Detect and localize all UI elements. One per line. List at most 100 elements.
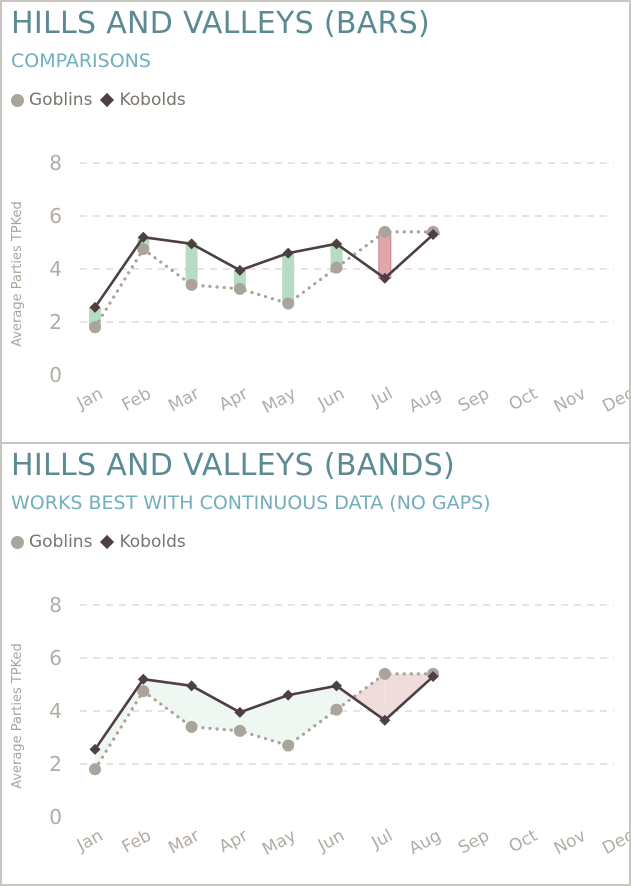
data-point-kobolds [186,238,198,250]
difference-bar [378,231,392,279]
data-point-goblins [89,763,101,776]
series-line-kobolds [93,233,434,309]
legend-label-goblins: Goblins [29,532,93,552]
data-point-kobolds [331,238,342,250]
x-tick-label: Dec [599,826,629,859]
legend-label-goblins: Goblins [29,90,93,110]
x-tick-label: Feb [119,384,155,416]
data-point-kobolds [331,680,342,692]
x-tick-label: May [259,384,299,418]
legend-item-goblins: Goblins [11,532,92,552]
data-point-goblins [378,667,391,680]
legend-item-goblins: Goblins [11,90,92,110]
data-point-kobolds [137,231,149,243]
data-point-kobolds [282,247,294,259]
difference-bar [282,253,295,304]
y-tick-label: 0 [49,805,62,829]
x-tick-label: May [259,826,299,860]
difference-band [191,685,240,731]
data-point-goblins [233,282,246,295]
data-point-goblins [282,739,295,752]
chart-panel-bands: HILLS AND VALLEYS (BANDS) WORKS BEST WIT… [0,442,631,886]
y-tick-label: 4 [49,699,62,723]
data-point-kobolds [89,301,101,313]
x-tick-label: Jul [368,384,396,412]
y-tick-label: 8 [49,593,62,617]
data-point-goblins [137,685,150,698]
chart-subtitle: WORKS BEST WITH CONTINUOUS DATA (NO GAPS… [11,492,491,514]
data-point-kobolds [282,689,294,701]
difference-band [288,685,337,746]
data-point-kobolds [89,743,101,755]
data-point-kobolds [379,272,391,284]
difference-band [336,685,353,710]
series-line-goblins [93,672,435,771]
x-tick-label: Nov [551,826,590,859]
x-tick-label: Apr [216,384,251,415]
data-point-kobolds [379,714,391,726]
legend-item-kobolds: Kobolds [100,532,186,552]
y-tick-label: 8 [49,151,62,175]
x-tick-label: Sep [455,384,493,417]
chart-title: HILLS AND VALLEYS (BARS) [11,6,431,41]
x-tick-label: Oct [506,384,542,416]
data-point-kobolds [186,680,198,692]
data-point-goblins [378,225,391,238]
data-point-kobolds [234,264,246,276]
data-point-goblins [185,278,198,291]
x-tick-label: Feb [119,826,155,858]
x-tick-label: Mar [165,826,203,859]
data-point-goblins [137,243,150,256]
circle-marker-icon [11,93,24,107]
data-point-goblins [185,720,198,733]
x-tick-label: Jan [73,384,106,414]
x-tick-label: Mar [165,384,203,417]
x-tick-label: Nov [551,384,590,417]
y-axis-label: Average Parties TPKed [10,643,25,789]
x-tick-label: Jul [368,826,396,854]
chart-panel-bars: HILLS AND VALLEYS (BARS) COMPARISONS Gob… [0,0,631,444]
x-tick-label: Jun [314,826,348,857]
data-point-goblins [89,321,101,334]
y-tick-label: 0 [49,363,62,387]
x-tick-label: Aug [406,826,445,859]
y-tick-label: 6 [49,204,62,228]
series-line-goblins [93,230,435,329]
data-point-goblins [330,261,343,274]
x-tick-label: Dec [599,384,629,417]
difference-band [143,679,192,727]
difference-bar [185,243,198,285]
series-line-kobolds [93,675,434,751]
x-tick-label: Aug [406,384,445,417]
y-tick-label: 2 [49,752,62,776]
line-chart-bars: Average Parties TPKed 0 2 4 6 8 Jan Feb Mar Apr Ma… [10,151,629,418]
difference-band [239,695,289,746]
chart-title: HILLS AND VALLEYS (BANDS) [11,448,456,483]
x-tick-label: Apr [216,826,251,857]
data-point-kobolds [137,673,149,685]
x-tick-label: Sep [455,826,493,859]
y-axis-label: Average Parties TPKed [10,201,25,347]
circle-marker-icon [11,535,24,549]
legend: Goblins Kobolds [11,90,194,110]
legend-label-kobolds: Kobolds [119,90,186,110]
line-chart-bands: Average Parties TPKed 0 2 4 6 8 Jan Feb Mar Apr Ma… [10,593,629,860]
data-point-goblins [233,724,246,737]
x-tick-label: Oct [506,826,542,858]
data-point-goblins [282,297,295,310]
legend: Goblins Kobolds [11,532,194,552]
x-tick-label: Jan [73,826,106,856]
legend-item-kobolds: Kobolds [100,90,186,110]
chart-subtitle: COMPARISONS [11,50,151,72]
difference-band [352,673,385,721]
data-point-goblins [330,703,343,716]
data-point-kobolds [427,229,439,241]
data-point-kobolds [234,706,246,718]
data-point-kobolds [427,671,439,683]
difference-band [95,679,144,770]
legend-label-kobolds: Kobolds [119,532,186,552]
y-tick-label: 4 [49,257,62,281]
y-tick-label: 6 [49,646,62,670]
y-tick-label: 2 [49,310,62,334]
difference-bar [330,243,343,268]
